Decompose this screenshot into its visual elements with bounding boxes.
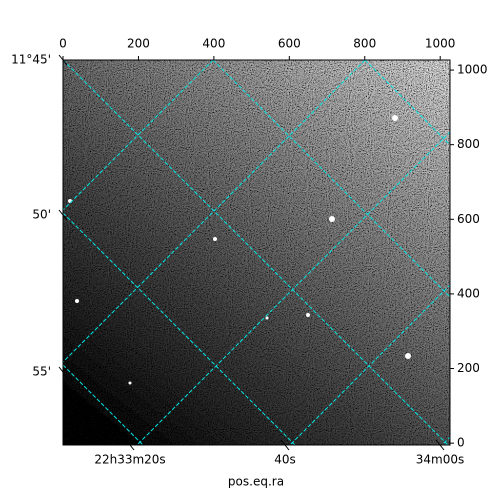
dec-tick-label: 55': [32, 365, 51, 379]
y-tick-label: 200: [457, 361, 480, 375]
y-tick-label: 600: [457, 212, 480, 226]
y-tick-label: 0: [457, 436, 465, 450]
frame: [62, 59, 451, 446]
dec-tick: [58, 54, 68, 66]
wcs-grid: [63, 60, 450, 445]
dec-tick: [58, 209, 68, 221]
x-tick-label: 800: [353, 37, 376, 51]
ra-tick-label: 22h33m20s: [94, 453, 165, 467]
y-tick-label: 800: [457, 137, 480, 151]
x-tick-label: 200: [127, 37, 150, 51]
x-axis-label: pos.eq.ra: [228, 475, 284, 489]
x-tick-label: 600: [278, 37, 301, 51]
dec-tick: [58, 366, 68, 378]
x-tick-label: 0: [59, 37, 67, 51]
ra-tick-label: 40s: [274, 453, 296, 467]
dec-tick-label: 11°45': [11, 53, 51, 67]
dec-tick-label: 50': [32, 208, 51, 222]
y-tick-label: 1000: [457, 63, 488, 77]
x-tick-label: 400: [202, 37, 225, 51]
ra-tick: [125, 439, 135, 451]
ra-tick: [435, 439, 445, 451]
ra-tick-label: 34m00s: [416, 453, 464, 467]
y-tick-label: 400: [457, 286, 480, 300]
ra-tick: [280, 439, 290, 451]
x-tick-label: 1000: [425, 37, 456, 51]
